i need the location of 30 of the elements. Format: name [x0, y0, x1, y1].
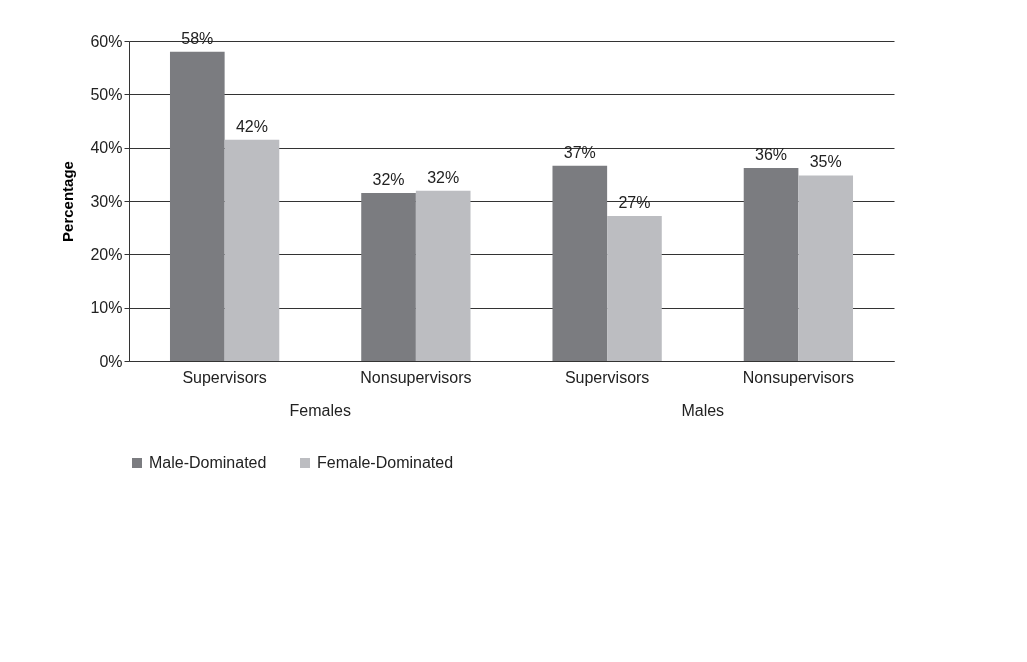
data-label: 37% — [563, 143, 596, 161]
data-label: 36% — [755, 145, 788, 163]
legend-label: Female-Dominated — [317, 454, 454, 471]
y-tick-label: 30% — [90, 192, 123, 210]
y-axis-title: Percentage — [59, 161, 77, 242]
y-tick-label: 50% — [90, 85, 123, 103]
legend-label: Male-Dominated — [149, 454, 267, 471]
bar — [552, 165, 608, 361]
y-tick-label: 60% — [90, 32, 123, 50]
text: Males — [681, 402, 725, 419]
data-label: 32% — [427, 168, 460, 186]
bar — [415, 190, 471, 361]
y-tick-label: 40% — [90, 139, 123, 157]
bar — [743, 167, 799, 361]
bar — [607, 215, 662, 361]
text: Females — [289, 402, 351, 419]
x-tick-label: Nonsupervisors — [360, 368, 472, 386]
y-tick-label: 0% — [99, 352, 123, 370]
x-tick-label: Nonsupervisors — [742, 368, 854, 386]
x-tick-label: Supervisors — [182, 368, 267, 386]
bar — [798, 175, 854, 361]
data-label: 42% — [235, 117, 268, 135]
x-tick-label: Supervisors — [564, 368, 650, 386]
bar — [169, 51, 225, 361]
y-tick-label: 20% — [90, 245, 123, 263]
bar — [361, 193, 416, 361]
bar — [224, 139, 280, 361]
data-label: 35% — [809, 153, 842, 171]
data-label: 32% — [372, 171, 405, 188]
y-tick-label: 10% — [90, 299, 123, 317]
